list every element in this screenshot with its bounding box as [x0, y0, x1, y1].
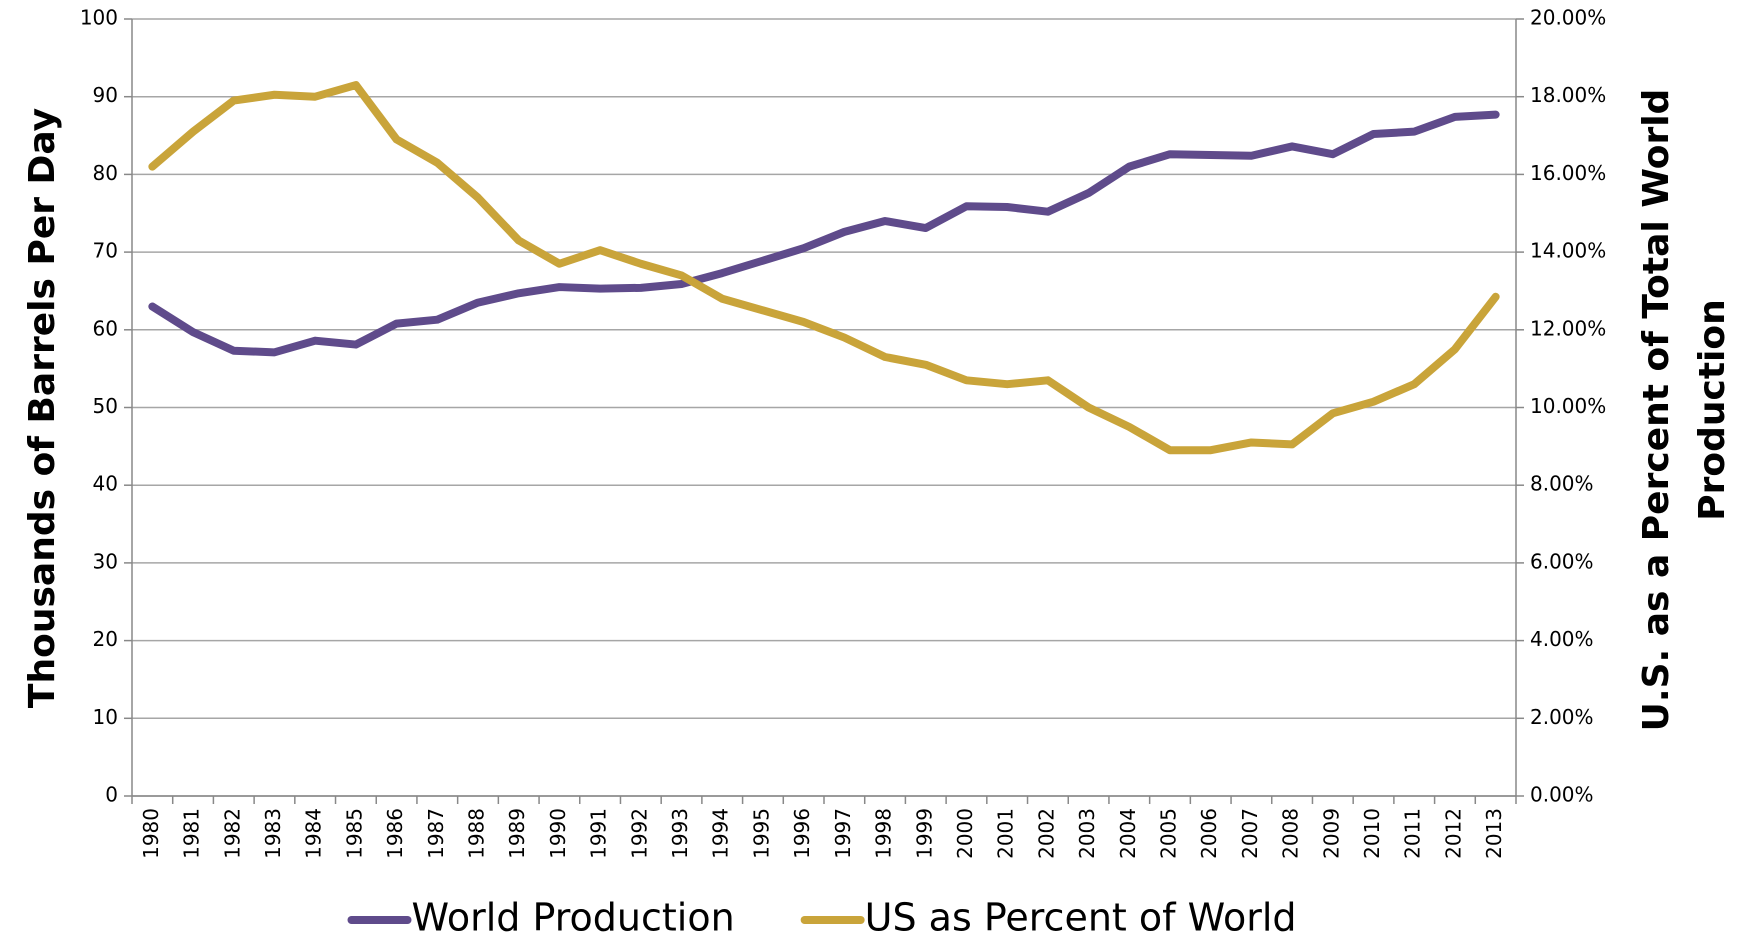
y2-tick-label: 18.00% — [1530, 83, 1606, 107]
x-tick-label: 1993 — [668, 808, 692, 859]
x-tick-label: 1986 — [383, 808, 407, 859]
x-tick-label: 2003 — [1075, 808, 1099, 859]
x-tick-label: 1984 — [302, 808, 326, 859]
x-tick-label: 2001 — [994, 808, 1018, 859]
x-tick-label: 1987 — [424, 808, 448, 859]
x-tick-label: 1982 — [220, 808, 244, 859]
x-tick-label: 1992 — [627, 808, 651, 859]
x-tick-label: 2013 — [1482, 808, 1506, 859]
series-line — [148, 110, 1500, 357]
y-tick-label: 60 — [93, 316, 118, 340]
x-tick-label: 2002 — [1034, 808, 1058, 859]
x-tick-label: 2004 — [1116, 808, 1140, 859]
x-tick-label: 1999 — [912, 808, 936, 859]
y2-tick-label: 20.00% — [1530, 6, 1606, 30]
y2-axis-title: U.S. as a Percent of Total World Product… — [1636, 88, 1733, 732]
x-tick-label: 1983 — [261, 808, 285, 859]
x-tick-label: 1994 — [709, 808, 733, 859]
y2-tick-label: 12.00% — [1530, 316, 1606, 340]
y2-tick-label: 2.00% — [1530, 705, 1594, 729]
legend-label: World Production — [412, 896, 735, 940]
y-tick-label: 80 — [93, 161, 118, 185]
legend: World Production US as Percent of World — [347, 896, 1297, 940]
legend-label: US as Percent of World — [865, 896, 1297, 940]
y2-tick-label: 0.00% — [1530, 783, 1594, 807]
x-tick-label: 1989 — [505, 808, 529, 859]
y-tick-label: 30 — [93, 549, 118, 573]
x-tick-label: 1997 — [831, 808, 855, 859]
x-tick-label: 2009 — [1319, 808, 1343, 859]
y2-tick-label: 4.00% — [1530, 627, 1594, 651]
y2-title-box: U.S. as a Percent of Total World Product… — [1636, 88, 1733, 732]
x-tick-label: 2000 — [953, 808, 977, 859]
x-tick-label: 2010 — [1360, 808, 1384, 859]
y-tick-label: 10 — [93, 705, 118, 729]
x-tick-label: 1998 — [872, 808, 896, 859]
x-tick-label: 1991 — [587, 808, 611, 859]
x-tick-label: 1985 — [342, 808, 366, 859]
y-tick-label: 50 — [93, 394, 118, 418]
y2-tick-label: 10.00% — [1530, 394, 1606, 418]
y2-tick-label: 6.00% — [1530, 549, 1594, 573]
y-axis-title: Thousands of Barrels Per Day — [22, 108, 63, 708]
x-tick-label: 2008 — [1279, 808, 1303, 859]
y2-tick-label: 8.00% — [1530, 472, 1594, 496]
y2-tick-label: 16.00% — [1530, 161, 1606, 185]
y2-tick-label: 14.00% — [1530, 239, 1606, 263]
x-tick-label: 1988 — [465, 808, 489, 859]
x-tick-label: 1996 — [790, 808, 814, 859]
y-tick-label: 90 — [93, 83, 118, 107]
y-tick-label: 100 — [80, 6, 118, 30]
series-line — [148, 81, 1500, 455]
x-tick-label: 1981 — [180, 808, 204, 859]
x-tick-label: 2007 — [1238, 808, 1262, 859]
x-tick-label: 2011 — [1401, 808, 1425, 859]
x-tick-label: 2006 — [1197, 808, 1221, 859]
x-tick-label: 1980 — [139, 808, 163, 859]
x-tick-label: 2005 — [1157, 808, 1181, 859]
y-tick-label: 40 — [93, 472, 118, 496]
y-tick-label: 20 — [93, 627, 118, 651]
x-tick-label: 1995 — [749, 808, 773, 859]
y-tick-label: 70 — [93, 239, 118, 263]
x-tick-label: 1990 — [546, 808, 570, 859]
x-tick-label: 2012 — [1441, 808, 1465, 859]
y-tick-label: 0 — [105, 783, 118, 807]
